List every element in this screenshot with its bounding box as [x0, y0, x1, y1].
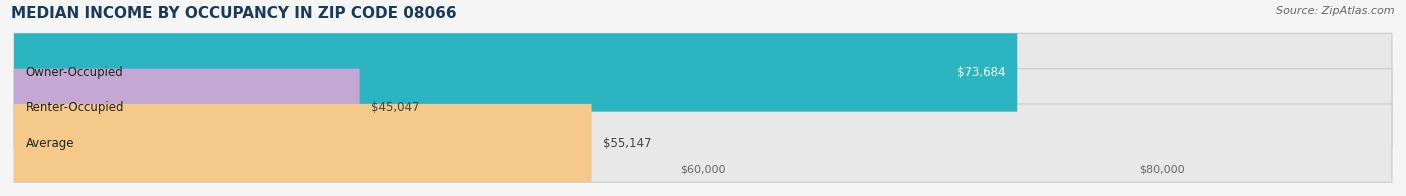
FancyBboxPatch shape	[14, 33, 1018, 112]
Text: Owner-Occupied: Owner-Occupied	[25, 66, 124, 79]
Text: $55,147: $55,147	[603, 137, 651, 150]
Text: Source: ZipAtlas.com: Source: ZipAtlas.com	[1277, 6, 1395, 16]
Text: $73,684: $73,684	[957, 66, 1005, 79]
Text: $45,047: $45,047	[371, 101, 419, 114]
FancyBboxPatch shape	[14, 104, 1392, 182]
FancyBboxPatch shape	[14, 69, 360, 147]
FancyBboxPatch shape	[14, 69, 1392, 147]
Text: MEDIAN INCOME BY OCCUPANCY IN ZIP CODE 08066: MEDIAN INCOME BY OCCUPANCY IN ZIP CODE 0…	[11, 6, 457, 21]
Text: Renter-Occupied: Renter-Occupied	[25, 101, 124, 114]
Text: Average: Average	[25, 137, 75, 150]
FancyBboxPatch shape	[14, 33, 1392, 112]
FancyBboxPatch shape	[14, 104, 592, 182]
